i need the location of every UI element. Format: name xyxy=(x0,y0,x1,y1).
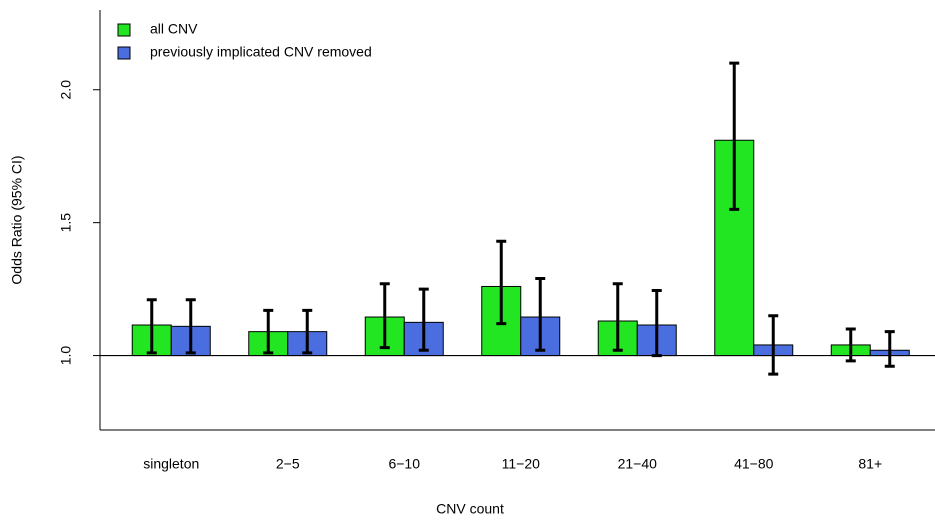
legend-label: previously implicated CNV removed xyxy=(150,44,372,60)
error-bar xyxy=(418,287,429,352)
x-tick-label: 41−80 xyxy=(734,456,774,472)
error-bar xyxy=(884,330,895,368)
error-bar xyxy=(496,239,507,326)
x-tick-label: singleton xyxy=(143,456,199,472)
y-tick-label: 1.5 xyxy=(58,213,74,233)
error-bar xyxy=(379,282,390,350)
x-tick-label: 81+ xyxy=(858,456,882,472)
x-tick-label: 21−40 xyxy=(618,456,658,472)
legend-swatch xyxy=(117,23,131,37)
error-bar xyxy=(612,282,623,352)
error-bar xyxy=(146,298,157,355)
y-axis-label: Odds Ratio (95% CI) xyxy=(9,155,25,284)
error-bar xyxy=(535,276,546,352)
legend-label: all CNV xyxy=(150,21,198,37)
x-tick-label: 11−20 xyxy=(502,456,540,472)
x-tick-label: 2−5 xyxy=(276,456,300,472)
y-tick-label: 2.0 xyxy=(58,80,74,100)
legend-swatch xyxy=(117,46,131,60)
x-axis-label: CNV count xyxy=(436,501,504,517)
error-bar xyxy=(768,314,779,376)
y-tick-label: 1.0 xyxy=(58,346,74,366)
error-bar xyxy=(729,61,740,211)
error-bar xyxy=(185,298,196,355)
x-tick-label: 6−10 xyxy=(388,456,420,472)
error-bar xyxy=(263,308,274,355)
error-bar xyxy=(302,308,313,355)
